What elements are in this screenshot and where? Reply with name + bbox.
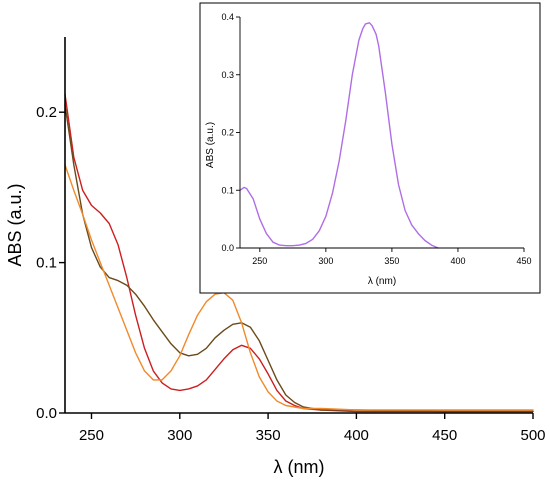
main-chart: 250 300 350 400 450 500 0.0 0.1 0.2 λ (nm) ABS … (5, 37, 546, 477)
inset-y-tick-label: 0.0 (221, 243, 234, 253)
main-series-line-1 (64, 93, 534, 413)
inset-frame (199, 2, 541, 294)
main-y-tick-label: 0.0 (36, 405, 57, 422)
inset-x-axis-title: λ (nm) (368, 276, 396, 287)
inset-x-ticks: 250 300 350 400 450 (252, 248, 532, 266)
main-series-line-2 (64, 104, 534, 413)
main-series-group (64, 93, 534, 413)
main-y-ticks: 0.0 0.1 0.2 (36, 104, 65, 422)
main-y-axis-title: ABS (a.u.) (5, 183, 25, 266)
main-x-tick-label: 250 (79, 427, 104, 444)
main-x-tick-label: 500 (520, 427, 545, 444)
inset-y-axis-title: ABS (a.u.) (205, 122, 216, 168)
main-x-tick-label: 300 (167, 427, 192, 444)
main-x-tick-label: 350 (256, 427, 281, 444)
inset-y-ticks: 0.0 0.1 0.2 0.3 0.4 (221, 12, 240, 253)
inset-chart: 250 300 350 400 450 0.0 0.1 0.2 0.3 0.4 λ (nm) A… (199, 2, 541, 294)
main-series-line-3 (64, 164, 534, 411)
inset-y-tick-label: 0.4 (221, 12, 234, 22)
main-x-tick-label: 450 (432, 427, 457, 444)
main-x-ticks: 250 300 350 400 450 500 (79, 413, 546, 444)
inset-series-line-1 (239, 22, 439, 249)
main-y-tick-label: 0.1 (36, 255, 57, 272)
inset-x-tick-label: 350 (384, 256, 399, 266)
main-x-tick-label: 400 (344, 427, 369, 444)
inset-y-tick-label: 0.3 (221, 70, 234, 80)
main-y-tick-label: 0.2 (36, 104, 57, 121)
inset-x-tick-label: 300 (318, 256, 333, 266)
inset-y-tick-label: 0.2 (221, 128, 234, 138)
inset-y-tick-label: 0.1 (221, 185, 234, 195)
inset-series-group (239, 22, 439, 249)
inset-x-tick-label: 250 (252, 256, 267, 266)
inset-x-tick-label: 400 (450, 256, 465, 266)
main-x-axis-title: λ (nm) (274, 457, 325, 477)
inset-x-tick-label: 450 (516, 256, 531, 266)
